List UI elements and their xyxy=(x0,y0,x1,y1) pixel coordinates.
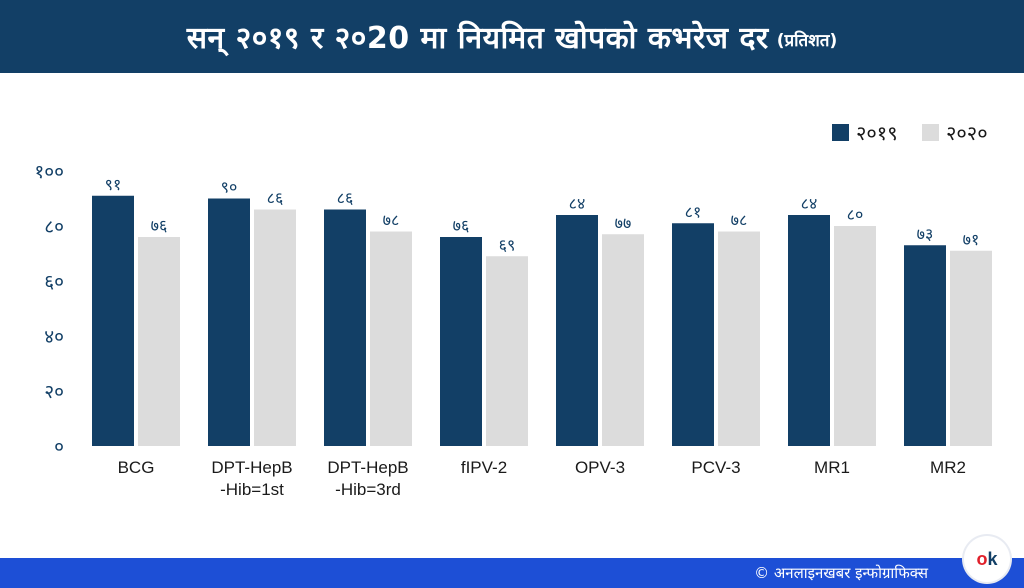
bar-2020 xyxy=(254,209,296,446)
y-tick-label: ० xyxy=(54,436,64,458)
data-label: ८६ xyxy=(267,189,284,208)
x-tick-label: BCG xyxy=(118,458,155,477)
chart-area: ० २० ४० ६० ८० १०० ९१ ७६ BCG ९० ८६ DPT-HepB -Hib=1st ८… xyxy=(0,73,1024,558)
logo-letter-k: k xyxy=(987,548,998,569)
page-subtitle: (प्रतिशत) xyxy=(776,31,838,51)
x-tick-label: DPT-HepB xyxy=(211,458,292,477)
x-tick-label: DPT-HepB xyxy=(327,458,408,477)
x-tick-label: OPV-3 xyxy=(575,458,625,477)
page-title: सन् २०१९ र २०20 मा नियमित खोपको कभरेज दर xyxy=(186,21,769,56)
bar-2020 xyxy=(138,237,180,446)
y-tick-label: ८० xyxy=(44,216,64,238)
x-tick-label: MR2 xyxy=(930,458,966,477)
bar-2020 xyxy=(602,234,644,446)
title-bar: सन् २०१९ र २०20 मा नियमित खोपको कभरेज दर… xyxy=(0,0,1024,73)
data-label: ९१ xyxy=(105,175,122,194)
data-label: ७८ xyxy=(383,211,400,230)
data-label: ८४ xyxy=(569,194,586,213)
bar-chart: ० २० ४० ६० ८० १०० ९१ ७६ BCG ९० ८६ DPT-HepB -Hib=1st ८… xyxy=(34,121,992,499)
x-tick-label: PCV-3 xyxy=(691,458,740,477)
bar-2019 xyxy=(92,195,134,446)
data-label: ७६ xyxy=(453,216,470,235)
bar-2020 xyxy=(950,250,992,446)
x-tick-label: fIPV-2 xyxy=(461,458,507,477)
footer-bar: © अनलाइनखबर इन्फोग्राफिक्स xyxy=(0,558,1024,588)
data-label: ८० xyxy=(847,205,864,224)
bar-2019 xyxy=(788,215,830,446)
legend-swatch-2019 xyxy=(832,124,849,141)
bar-2019 xyxy=(440,237,482,446)
data-label: ७१ xyxy=(963,230,980,249)
data-label: ७८ xyxy=(731,211,748,230)
data-label: ९० xyxy=(221,178,238,197)
bar-2019 xyxy=(672,223,714,446)
legend-label: २०१९ xyxy=(856,121,898,145)
legend-label: २०२० xyxy=(946,121,988,145)
footer-credit: © अनलाइनखबर इन्फोग्राफिक्स xyxy=(754,564,928,582)
x-tick-label: -Hib=3rd xyxy=(335,480,401,499)
y-tick-label: ६० xyxy=(44,271,64,293)
data-label: ८४ xyxy=(801,194,818,213)
logo-letter-o: o xyxy=(976,548,988,569)
data-label: ६९ xyxy=(499,235,516,254)
data-label: ७७ xyxy=(615,213,632,232)
bar-2019 xyxy=(208,198,250,446)
bar-2020 xyxy=(370,231,412,446)
x-tick-label: -Hib=1st xyxy=(220,480,284,499)
y-tick-label: ४० xyxy=(44,326,64,348)
bar-2020 xyxy=(718,231,760,446)
bar-2020 xyxy=(486,256,528,446)
data-label: ८१ xyxy=(685,202,702,221)
data-label: ७६ xyxy=(151,216,168,235)
bar-2019 xyxy=(324,209,366,446)
x-tick-label: MR1 xyxy=(814,458,850,477)
data-label: ८६ xyxy=(337,189,354,208)
bar-2019 xyxy=(556,215,598,446)
bar-2020 xyxy=(834,226,876,446)
y-tick-label: १०० xyxy=(34,161,64,183)
data-label: ७३ xyxy=(917,224,934,243)
y-tick-label: २० xyxy=(44,381,64,403)
bar-2019 xyxy=(904,245,946,446)
legend-swatch-2020 xyxy=(922,124,939,141)
